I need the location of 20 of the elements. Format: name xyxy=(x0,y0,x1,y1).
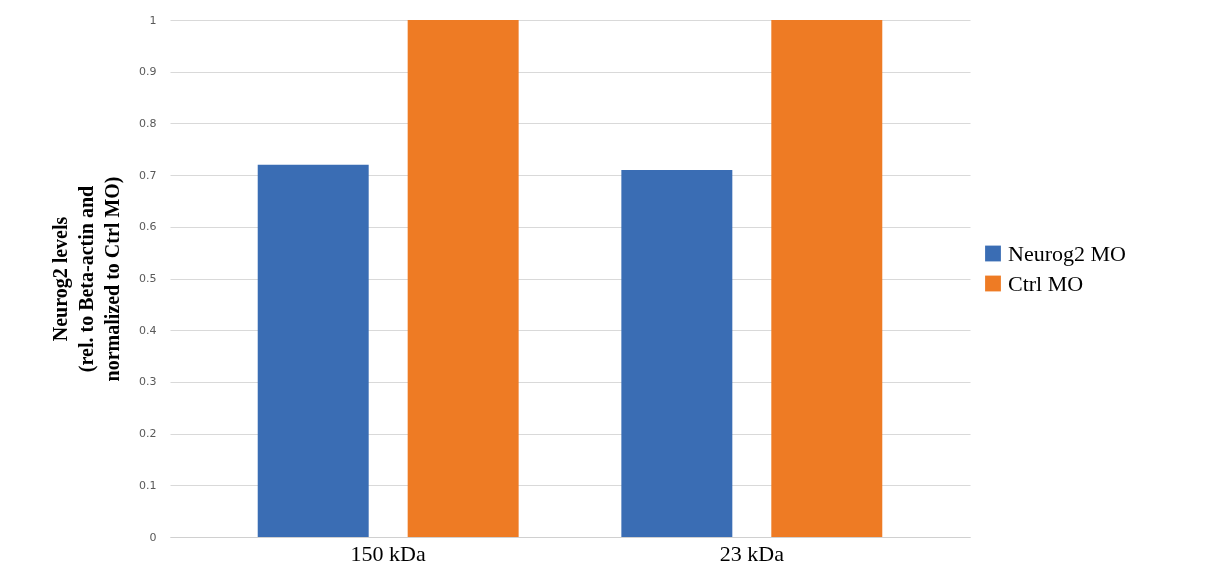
y-tick-label: 0.6 xyxy=(139,220,157,234)
y-axis-title: Neurog2 levels (rel. to Beta-actin and normalized to Ctrl MO) xyxy=(49,176,125,382)
bar xyxy=(621,169,733,537)
y-tick-label: 0.8 xyxy=(139,116,157,130)
y-tick-label: 0.3 xyxy=(139,375,157,389)
bar xyxy=(771,20,883,537)
y-tick-label: 0.7 xyxy=(139,168,157,182)
x-tick-label: 150 kDa xyxy=(350,540,426,566)
y-tick-label: 0.9 xyxy=(139,65,157,79)
bar xyxy=(407,20,519,537)
bar xyxy=(257,164,369,537)
legend-label: Neurog2 MO xyxy=(1008,240,1126,266)
y-tick-label: 0 xyxy=(149,530,157,544)
y-tick-label: 0.4 xyxy=(139,323,157,337)
y-tick-label: 0.5 xyxy=(139,272,157,285)
y-tick-label: 1 xyxy=(149,13,157,27)
y-tick-label: 0.1 xyxy=(139,478,157,492)
x-tick-label: 23 kDa xyxy=(719,540,785,566)
legend-label: Ctrl MO xyxy=(1008,270,1084,296)
y-tick-label: 0.2 xyxy=(139,427,157,441)
